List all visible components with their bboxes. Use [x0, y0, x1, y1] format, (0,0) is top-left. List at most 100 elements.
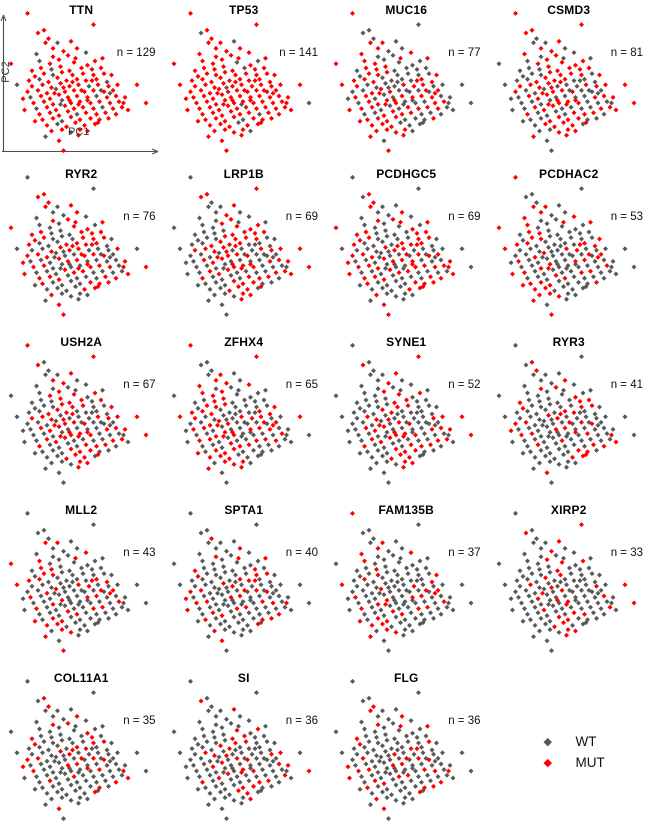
- panel-title: ZFHX4: [224, 335, 264, 349]
- panel-title: SPTA1: [224, 503, 264, 517]
- mut-points: [333, 191, 456, 318]
- panel-title: COL11A1: [53, 671, 109, 685]
- scatter-plot: [333, 174, 474, 318]
- scatter-plot: [496, 342, 636, 486]
- wt-points: [496, 342, 636, 486]
- y-axis-arrowhead-icon: [0, 14, 7, 22]
- sample-count-label: n = 52: [448, 379, 481, 391]
- panel-cell-ryr3: RYR3 n = 41: [488, 332, 650, 500]
- panel-title: CSMD3: [547, 3, 591, 17]
- sample-count-label: n = 36: [285, 715, 318, 727]
- wt-points: [496, 36, 614, 154]
- mut-points: [20, 695, 131, 812]
- legend-label-wt: WT: [575, 734, 597, 749]
- panel-title: MUC16: [385, 3, 428, 17]
- scatter-plot: [496, 510, 636, 654]
- sample-count-label: n = 33: [610, 547, 643, 559]
- sample-count-label: n = 53: [610, 211, 643, 223]
- panel-cell-spta1: SPTA1 n = 40: [163, 500, 326, 668]
- panel-cell-zfhx4: ZFHX4 n = 65: [163, 332, 326, 500]
- scatter-plot: [333, 678, 474, 822]
- mut-points: [360, 354, 474, 470]
- scatter-plot: [333, 510, 474, 654]
- legend-label-mut: MUT: [575, 755, 605, 770]
- mut-points: [8, 540, 122, 654]
- panel-cell-flg: FLG n = 36: [325, 668, 488, 822]
- sample-count-label: n = 81: [610, 47, 643, 59]
- scatter-plot: [8, 510, 149, 654]
- wt-points: [333, 522, 474, 654]
- sample-count-label: n = 129: [116, 47, 156, 59]
- panel-title: RYR2: [65, 167, 98, 181]
- scatter-plot: [171, 10, 311, 154]
- panel-title: FLG: [393, 671, 419, 685]
- sample-count-label: n = 77: [448, 47, 481, 59]
- wt-points: [333, 342, 456, 486]
- wt-points: [339, 174, 474, 304]
- panel-cell-syne1: SYNE1 n = 52: [325, 332, 488, 500]
- scatter-plot: [171, 342, 311, 486]
- y-axis-label: PC2: [0, 61, 12, 83]
- sample-count-label: n = 141: [279, 47, 318, 59]
- panel-cell-mll2: MLL2 n = 43: [0, 500, 163, 668]
- wt-diamond-icon: [543, 737, 552, 746]
- sample-count-label: n = 36: [448, 715, 481, 727]
- legend: WT MUT: [488, 668, 650, 822]
- panel-title: USH2A: [60, 335, 103, 349]
- wt-points: [496, 510, 618, 654]
- x-axis-arrowhead-icon: [151, 148, 159, 155]
- panel-cell-tp53: TP53 n = 141: [163, 0, 326, 164]
- wt-points: [171, 678, 302, 822]
- panel-title: RYR3: [552, 335, 585, 349]
- scatter-plot: [333, 10, 474, 154]
- mut-points: [171, 10, 302, 154]
- sample-count-label: n = 76: [123, 211, 156, 223]
- mut-points: [177, 342, 302, 472]
- panel-cell-muc16: MUC16 n = 77: [325, 0, 488, 164]
- panel-cell-col11a1: COL11A1 n = 35: [0, 668, 163, 822]
- wt-points: [171, 359, 311, 486]
- panel-cell-xirp2: XIRP2 n = 33: [488, 500, 650, 668]
- mut-points: [496, 174, 609, 318]
- wt-points: [14, 174, 140, 304]
- wt-points: [171, 510, 311, 654]
- panel-title: TTN: [69, 3, 94, 17]
- panel-cell-lrp1b: LRP1B n = 69: [163, 164, 326, 332]
- sample-count-label: n = 69: [448, 211, 481, 223]
- scatter-plot: [8, 342, 149, 486]
- scatter-plot: [171, 174, 311, 318]
- wt-points: [8, 359, 131, 486]
- panel-cell-ttn: TTN n = 129 PC1 PC2: [0, 0, 163, 164]
- sample-count-label: n = 67: [123, 379, 156, 391]
- sample-count-label: n = 65: [285, 379, 318, 391]
- sample-count-label: n = 69: [285, 211, 318, 223]
- panel-cell-csmd3: CSMD3 n = 81: [488, 0, 650, 164]
- panel-title: SI: [237, 671, 250, 685]
- panel-cell-si: SI n = 36: [163, 668, 326, 822]
- pca-axes: [0, 14, 159, 155]
- panel-cell-pcdhac2: PCDHAC2 n = 53: [488, 164, 650, 332]
- panel-title: XIRP2: [550, 503, 587, 517]
- scatter-plot: [496, 10, 636, 154]
- panel-title: PCDHGC5: [376, 167, 437, 181]
- panel-title: LRP1B: [223, 167, 264, 181]
- mut-points: [333, 10, 447, 154]
- sample-count-label: n = 37: [448, 547, 481, 559]
- wt-points: [345, 22, 474, 144]
- panel-cell-ush2a: USH2A n = 67: [0, 332, 163, 500]
- mut-points: [8, 191, 149, 318]
- wt-points: [508, 186, 636, 308]
- scatter-plot: [171, 510, 311, 654]
- mut-points: [339, 510, 447, 640]
- panel-cell-fam135b: FAM135B n = 37: [325, 500, 488, 668]
- sample-count-label: n = 35: [123, 715, 156, 727]
- sample-count-label: n = 40: [285, 547, 318, 559]
- panel-title: SYNE1: [386, 335, 427, 349]
- panel-title: MLL2: [65, 503, 98, 517]
- scatter-plot: [333, 342, 474, 486]
- sample-count-label: n = 43: [123, 547, 156, 559]
- mut-points: [512, 10, 636, 140]
- scatter-plot: [496, 174, 636, 318]
- wt-points: [333, 678, 474, 822]
- panel-cell-pcdhgc5: PCDHGC5 n = 69: [325, 164, 488, 332]
